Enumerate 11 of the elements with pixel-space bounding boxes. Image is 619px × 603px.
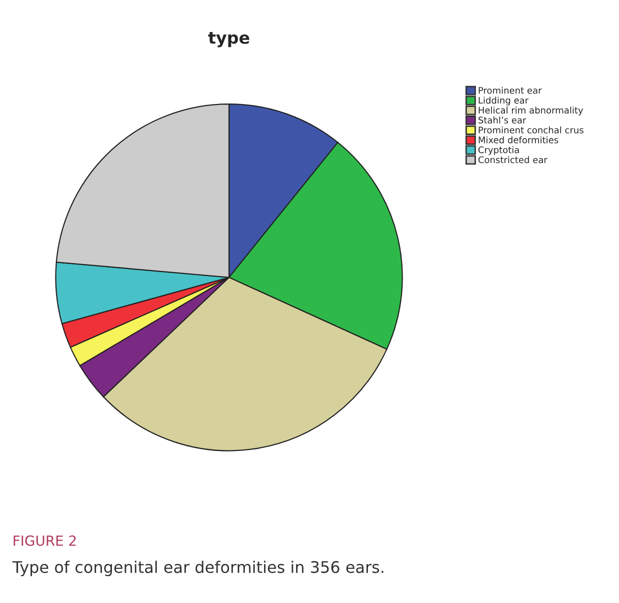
legend-label: Lidding ear [478, 96, 529, 106]
legend-label: Prominent conchal crus [478, 126, 584, 134]
text: Type of congenital ear deformities in 356 ears. [12, 560, 384, 576]
legend-label: Mixed deformities [478, 136, 558, 144]
chart-title: type [208, 32, 250, 48]
legend-label: Helical rim abnormality [478, 106, 584, 116]
legend-label: Constricted ear [478, 156, 548, 164]
caption: FIGURE 2 [14, 535, 76, 546]
legend-label: Cryptotia [478, 146, 519, 155]
legend-label: Prominent ear [478, 86, 542, 94]
legend-label: Stahl’s ear [478, 116, 526, 124]
